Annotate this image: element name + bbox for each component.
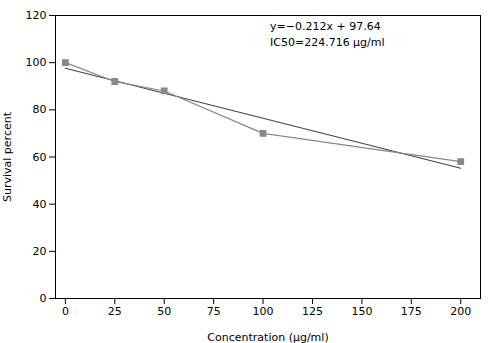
- svg-text:25: 25: [108, 305, 122, 318]
- svg-text:y=−0.212x + 97.64IC50=224.716: y=−0.212x + 97.64IC50=224.716 μg/ml: [270, 20, 385, 48]
- svg-text:175: 175: [401, 305, 422, 318]
- svg-text:0: 0: [40, 292, 47, 305]
- svg-text:75: 75: [207, 305, 221, 318]
- svg-text:Survival percent: Survival percent: [1, 111, 14, 202]
- svg-text:125: 125: [302, 305, 323, 318]
- svg-text:200: 200: [450, 305, 471, 318]
- svg-text:50: 50: [157, 305, 171, 318]
- svg-text:100: 100: [26, 56, 47, 69]
- svg-text:Concentration (μg/ml): Concentration (μg/ml): [207, 331, 328, 343]
- svg-text:0: 0: [62, 305, 69, 318]
- svg-text:120: 120: [26, 9, 47, 22]
- svg-text:100: 100: [253, 305, 274, 318]
- svg-text:40: 40: [33, 198, 47, 211]
- svg-text:80: 80: [33, 103, 47, 116]
- svg-text:60: 60: [33, 151, 47, 164]
- svg-text:20: 20: [33, 245, 47, 258]
- svg-text:150: 150: [351, 305, 372, 318]
